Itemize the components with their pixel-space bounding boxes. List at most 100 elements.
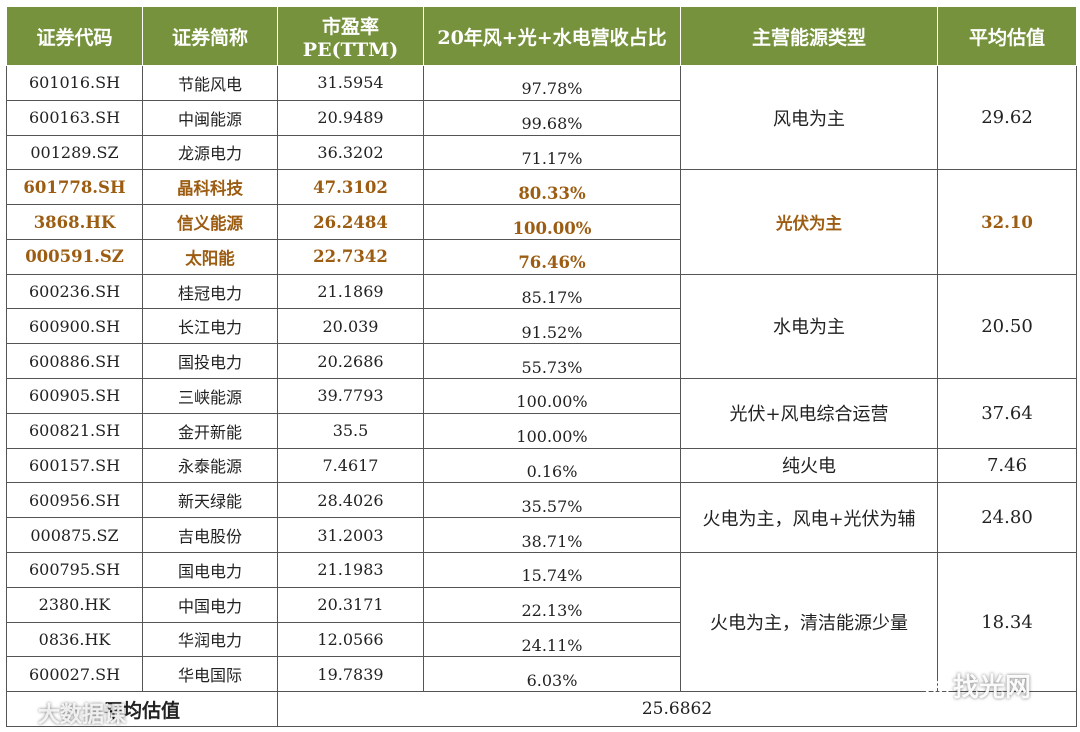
cell-pe: 28.4026 [277,482,424,519]
table-row: 600956.SH 新天绿能 28.4026 35.57% 火电为主，风电+光伏… [6,482,1077,553]
ratio-value: 55.73% [521,357,583,377]
cell-code: 0836.HK [6,621,143,658]
ratio-value: 6.03% [526,670,578,690]
cell-code: 600956.SH [6,482,143,519]
table-row: 600795.SH 国电电力 21.1983 15.74% 火电为主，清洁能源少… [6,551,1077,693]
cell-ratio: 100.00% [423,412,681,449]
header-type: 主营能源类型 [680,6,938,66]
ratio-value: 35.57% [521,496,583,516]
ratio-value: 91.52% [521,322,583,342]
cell-type: 纯火电 [680,447,938,484]
header-avg: 平均估值 [937,6,1077,66]
cell-name: 桂冠电力 [142,273,278,310]
cell-name: 龙源电力 [142,134,278,171]
cell-pe: 35.5 [277,412,424,449]
cell-type: 火电为主，风电+光伏为辅 [680,482,938,553]
cell-code: 001289.SZ [6,134,143,171]
watermark-right: 找光网 [925,667,1031,704]
table-row: 600821.SH 金开新能 35.5 100.00% [6,412,1077,449]
cell-ratio: 6.03% [423,656,681,693]
cell-pe: 39.7793 [277,378,424,414]
cell-ratio: 85.17% [423,273,681,310]
cell-pe: 36.3202 [277,134,424,171]
cell-pe: 19.7839 [277,656,424,693]
cell-avg: 7.46 [937,447,1077,484]
cell-name: 中国电力 [142,586,278,623]
watermark-right-text: 找光网 [953,673,1032,703]
cell-avg: 18.34 [937,551,1077,693]
header-row: 证券代码 证券简称 市盈率PE(TTM) 20年风+光+水电营收占比 主营能源类… [6,6,1077,66]
cell-name: 华电国际 [142,656,278,693]
cell-ratio: 55.73% [423,343,681,380]
cell-type: 光伏+风电综合运营 [680,378,938,449]
cell-code: 600163.SH [6,99,143,136]
cell-ratio: 76.46% [423,238,681,275]
cell-code: 600027.SH [6,656,143,693]
cell-ratio: 24.11% [423,621,681,658]
average-value: 25.6862 [277,691,1077,727]
ratio-value: 76.46% [518,253,586,273]
table-row-highlighted: 601778.SH 晶科科技 47.3102 80.33% 光伏为主 32.10 [6,169,1077,275]
table-row: 600886.SH 国投电力 20.2686 55.73% [6,343,1077,380]
cell-name: 国投电力 [142,343,278,380]
cell-avg: 37.64 [937,378,1077,449]
cell-ratio: 97.78% [423,65,681,101]
ratio-value: 100.00% [516,427,588,447]
cell-ratio: 71.17% [423,134,681,171]
cell-avg: 24.80 [937,482,1077,553]
ratio-value: 99.68% [521,114,583,134]
cell-pe: 47.3102 [277,169,424,206]
cell-name: 金开新能 [142,412,278,449]
wechat-logo-icon [925,680,949,697]
cell-name: 国电电力 [142,551,278,588]
cell-name: 新天绿能 [142,482,278,519]
cell-name: 三峡能源 [142,378,278,414]
cell-ratio: 35.57% [423,482,681,519]
table-row-highlighted: 000591.SZ 太阳能 22.7342 76.46% [6,238,1077,275]
cell-code: 600157.SH [6,447,143,484]
average-row: 平均估值 25.6862 [6,691,1077,727]
ratio-value: 100.00% [512,218,592,238]
watermark-left-text: 大数据课 [38,703,127,728]
cell-ratio: 91.52% [423,308,681,345]
ratio-value: 0.16% [526,461,578,481]
watermark-left: 大数据课 [10,697,126,729]
header-name: 证券简称 [142,6,278,66]
cell-code: 600821.SH [6,412,143,449]
ratio-value: 100.00% [516,392,588,412]
cell-code: 600795.SH [6,551,143,588]
cell-code: 601016.SH [6,65,143,101]
cell-pe: 31.5954 [277,65,424,101]
cell-pe: 20.2686 [277,343,424,380]
table-row-highlighted: 3868.HK 信义能源 26.2484 100.00% [6,204,1077,240]
cell-avg: 20.50 [937,273,1077,380]
table-row: 600163.SH 中闽能源 20.9489 99.68% [6,99,1077,136]
cell-pe: 21.1983 [277,551,424,588]
cell-pe: 20.039 [277,308,424,345]
cell-name: 长江电力 [142,308,278,345]
cell-pe: 12.0566 [277,621,424,658]
header-ratio: 20年风+光+水电营收占比 [423,6,681,66]
cell-ratio: 100.00% [423,204,681,240]
table-row: 600905.SH 三峡能源 39.7793 100.00% 光伏+风电综合运营… [6,378,1077,449]
cell-pe: 7.4617 [277,447,424,484]
cell-name: 永泰能源 [142,447,278,484]
cell-code: 2380.HK [6,586,143,623]
cell-type: 火电为主，清洁能源少量 [680,551,938,693]
ratio-value: 80.33% [518,183,586,203]
table-row: 600900.SH 长江电力 20.039 91.52% [6,308,1077,345]
cell-type: 水电为主 [680,273,938,380]
cell-code: 600886.SH [6,343,143,380]
cell-ratio: 38.71% [423,517,681,553]
cell-ratio: 100.00% [423,378,681,414]
table-row: 600027.SH 华电国际 19.7839 6.03% [6,656,1077,693]
cell-ratio: 22.13% [423,586,681,623]
cell-code: 000591.SZ [6,238,143,275]
table-row: 000875.SZ 吉电股份 31.2003 38.71% [6,517,1077,553]
cell-name: 吉电股份 [142,517,278,553]
cell-ratio: 15.74% [423,551,681,588]
cell-code: 601778.SH [6,169,143,206]
table-row: 0836.HK 华润电力 12.0566 24.11% [6,621,1077,658]
cell-name: 晶科科技 [142,169,278,206]
ratio-value: 85.17% [521,288,583,308]
